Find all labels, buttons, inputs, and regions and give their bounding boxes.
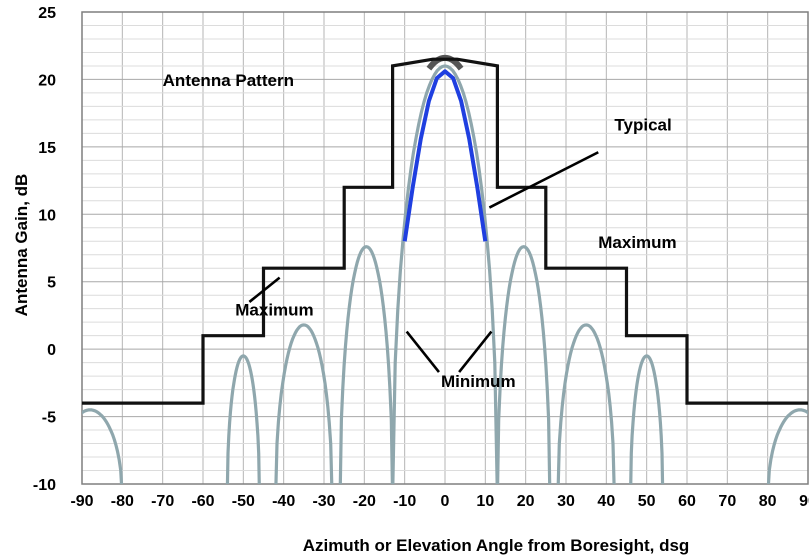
pattern-lobe <box>391 64 499 484</box>
leader-line <box>458 330 493 373</box>
x-tick-label: -40 <box>272 493 295 510</box>
x-tick-label: 40 <box>597 493 615 510</box>
annotation-label: Antenna Pattern <box>163 71 294 90</box>
x-tick-label: 0 <box>441 493 450 510</box>
annotation-label: Maximum <box>235 300 313 319</box>
leader-line <box>405 330 440 373</box>
leader-line <box>488 151 599 209</box>
x-tick-label: -10 <box>393 493 416 510</box>
x-tick-label: 70 <box>718 493 736 510</box>
x-tick-labels: -90 -80 -70 -60 -50 -40 -30 -20 -10 0 10 20 30 40 50 60… <box>70 493 809 510</box>
x-tick-label: -30 <box>312 493 335 510</box>
typical-pattern-series <box>402 69 488 242</box>
y-tick-label: 15 <box>38 140 56 157</box>
annotation-label: Maximum <box>598 233 676 252</box>
annotations: Antenna Pattern Typical Maximum Maximum Mini… <box>163 71 677 391</box>
y-tick-label: -5 <box>42 410 56 427</box>
y-tick-label: 5 <box>47 275 56 292</box>
plot-frame <box>81 11 809 485</box>
x-tick-label: 20 <box>517 493 535 510</box>
x-axis-label: Azimuth or Elevation Angle from Boresigh… <box>303 536 690 555</box>
maximum-mask-series <box>82 57 808 405</box>
y-tick-label: 0 <box>47 342 56 359</box>
annotation-leader-lines <box>248 151 599 373</box>
pattern-lobe <box>556 323 616 484</box>
y-tick-labels: -10 -5 0 5 10 15 20 25 <box>33 5 56 494</box>
pattern-lobe <box>274 323 334 484</box>
x-tick-label: -80 <box>111 493 134 510</box>
x-tick-label: 90 <box>799 493 809 510</box>
x-tick-label: 30 <box>557 493 575 510</box>
pattern-lobe <box>338 245 394 484</box>
x-tick-label: 50 <box>638 493 656 510</box>
x-tick-label: -60 <box>191 493 214 510</box>
pattern-lobe <box>496 245 552 484</box>
y-tick-label: -10 <box>33 477 56 494</box>
x-tick-label: 80 <box>759 493 777 510</box>
y-axis-label: Antenna Gain, dB <box>12 174 31 317</box>
x-tick-label: 60 <box>678 493 696 510</box>
annotation-label: Minimum <box>441 372 516 391</box>
pattern-lobe <box>766 408 808 484</box>
grid-lines <box>81 11 809 485</box>
x-tick-label: -90 <box>70 493 93 510</box>
x-tick-label: -20 <box>353 493 376 510</box>
y-tick-label: 20 <box>38 72 56 89</box>
pattern-lobe <box>629 354 665 484</box>
x-tick-label: -50 <box>232 493 255 510</box>
mask-step-line <box>82 57 808 405</box>
annotation-label: Typical <box>614 116 671 135</box>
x-tick-label: 10 <box>476 493 494 510</box>
antenna-pattern-lobes <box>82 54 808 484</box>
typical-curve <box>402 69 488 242</box>
y-tick-label: 25 <box>38 5 56 22</box>
x-tick-label: -70 <box>151 493 174 510</box>
pattern-lobe <box>82 408 124 484</box>
leader-line <box>248 276 281 303</box>
y-tick-label: 10 <box>38 207 56 224</box>
pattern-lobe <box>225 354 261 484</box>
